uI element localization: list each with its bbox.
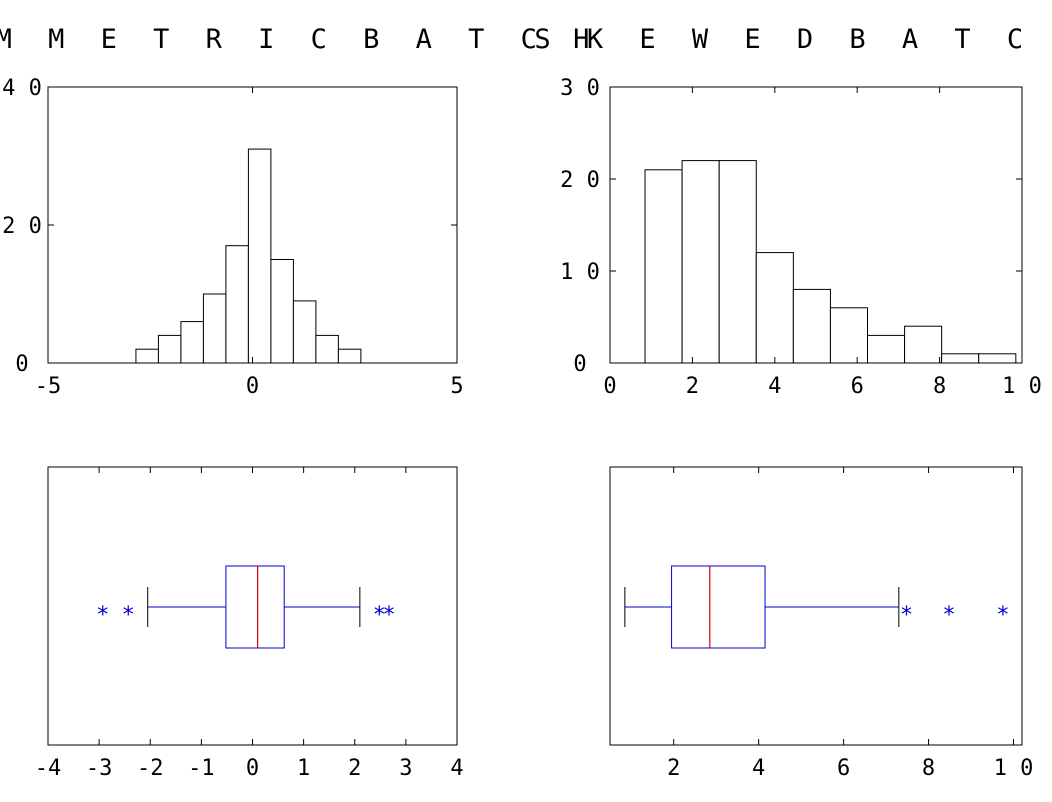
x-tick-label: -1 [188,756,215,781]
x-tick-label: 4 [768,374,781,399]
x-tick-label: -2 [137,756,164,781]
y-tick-label: 2 0 [2,214,42,239]
x-tick-label: 1 [297,756,310,781]
x-tick-label: 2 [667,756,680,781]
histogram-bar [270,259,294,364]
histogram-bar [755,252,794,364]
skewed-boxplot: 2 4 6 8 1 0 * * * [624,467,1034,781]
y-tick-label: 0 [573,352,586,377]
x-tick-label: 6 [851,374,864,399]
histogram-bar [792,288,831,364]
x-tick-label: 5 [450,374,463,399]
histogram-bar [292,300,317,364]
histogram-bar [829,307,868,364]
symmetric-boxplot: -4 -3 -2 -1 0 1 2 3 4* * ** [35,467,464,781]
x-tick-label: -3 [86,756,113,781]
histogram-bar [718,160,757,364]
x-tick-label: 3 [399,756,412,781]
symmetric-boxplot-frame [47,466,458,746]
histogram-bar [867,334,906,364]
x-tick-label: 1 0 [1002,374,1042,399]
x-tick-label: 6 [837,756,850,781]
symmetric-histogram: -5 0 5 0 2 0 4 0 [2,76,464,399]
interquartile-box [225,565,285,649]
y-tick-label: 3 0 [560,76,600,101]
histogram-bar [180,321,204,364]
histogram-bar [225,245,249,364]
histogram-bar [157,334,182,364]
histogram-bar [904,325,943,364]
x-tick-label: 0 [246,756,259,781]
skewed-histogram: 0 2 4 6 8 1 0 0 1 0 2 0 3 0 [560,76,1042,399]
skewed-boxplot-frame [609,466,1023,746]
histogram-bar [337,348,362,364]
x-tick-label: -5 [35,374,62,399]
x-tick-label: 4 [450,756,463,781]
y-tick-label: 0 [15,352,28,377]
x-tick-label: -4 [35,756,62,781]
outlier-marker: * [997,603,1008,628]
histogram-bar [681,160,720,364]
interquartile-box [671,565,766,649]
x-tick-label: 4 [752,756,765,781]
histogram-bar [315,334,339,364]
histogram-bar [978,353,1017,364]
x-tick-label: 2 [348,756,361,781]
histogram-bar [202,293,227,364]
y-tick-label: 4 0 [2,76,42,101]
histogram-bar [247,148,272,364]
outlier-marker: * [97,603,108,628]
outlier-marker: * [943,603,954,628]
histogram-bar [135,348,159,364]
x-tick-label: 2 [686,374,699,399]
symmetric-title: S Y M M E T R I C B A T C H [0,24,599,55]
x-tick-label: 1 0 [994,756,1034,781]
outlier-marker: * [384,603,395,628]
outlier-marker: * [123,603,134,628]
y-tick-label: 2 0 [560,168,600,193]
x-tick-label: 8 [933,374,946,399]
x-tick-label: 8 [922,756,935,781]
outlier-marker: * [374,603,385,628]
histogram-bar [644,169,683,364]
outlier-marker: * [901,603,912,628]
x-tick-label: 0 [603,374,616,399]
skewed-title: S K E W E D B A T C H [534,24,1052,55]
x-tick-label: 0 [246,374,259,399]
histogram-bar [941,353,980,364]
y-tick-label: 1 0 [560,260,600,285]
